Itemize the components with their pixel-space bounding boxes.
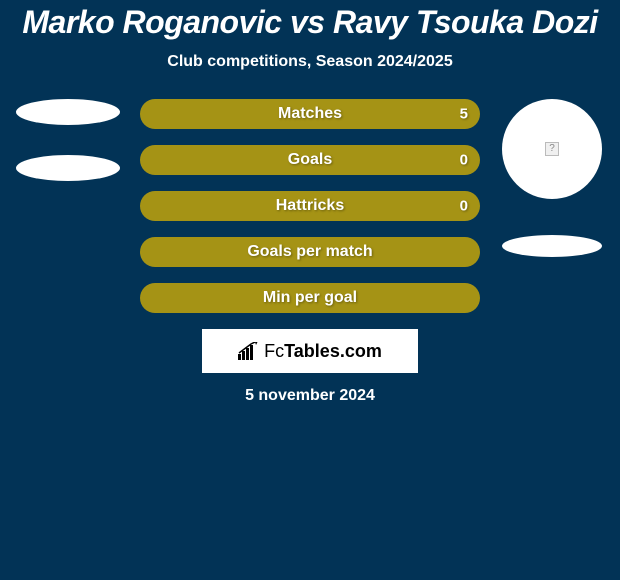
stat-bar-min-per-goal: Min per goal: [140, 283, 480, 313]
stat-value-right: 0: [460, 198, 468, 215]
widget-root: Marko Roganovic vs Ravy Tsouka Dozi Club…: [0, 0, 620, 580]
player-left-ellipse-2: [16, 155, 120, 181]
subtitle: Club competitions, Season 2024/2025: [0, 53, 620, 71]
stat-bars: Matches 5 Goals 0 Hattricks 0 Goals per …: [140, 99, 480, 313]
chart-icon: [238, 342, 260, 360]
player-left-ellipse-1: [16, 99, 120, 125]
stat-bar-goals: Goals 0: [140, 145, 480, 175]
logo-text-main: Tables.com: [284, 341, 382, 361]
player-right-ellipse: [502, 235, 602, 257]
stat-bar-goals-per-match: Goals per match: [140, 237, 480, 267]
stat-label: Matches: [278, 105, 342, 123]
player-right-column: ?: [492, 99, 612, 257]
player-left-column: [8, 99, 128, 211]
player-right-avatar: ?: [502, 99, 602, 199]
stat-label: Hattricks: [276, 197, 344, 215]
image-placeholder-icon: ?: [545, 142, 559, 156]
logo-text: FcTables.com: [264, 341, 382, 362]
logo-text-prefix: Fc: [264, 341, 284, 361]
stat-label: Goals per match: [247, 243, 372, 261]
stat-bar-hattricks: Hattricks 0: [140, 191, 480, 221]
page-title: Marko Roganovic vs Ravy Tsouka Dozi: [0, 4, 620, 41]
date-text: 5 november 2024: [0, 387, 620, 405]
stat-label: Min per goal: [263, 289, 357, 307]
stat-value-right: 5: [460, 106, 468, 123]
logo-box: FcTables.com: [202, 329, 418, 373]
comparison-area: ? Matches 5 Goals 0 Hattricks 0 Goals pe…: [0, 99, 620, 313]
stat-bar-matches: Matches 5: [140, 99, 480, 129]
stat-label: Goals: [288, 151, 332, 169]
stat-value-right: 0: [460, 152, 468, 169]
